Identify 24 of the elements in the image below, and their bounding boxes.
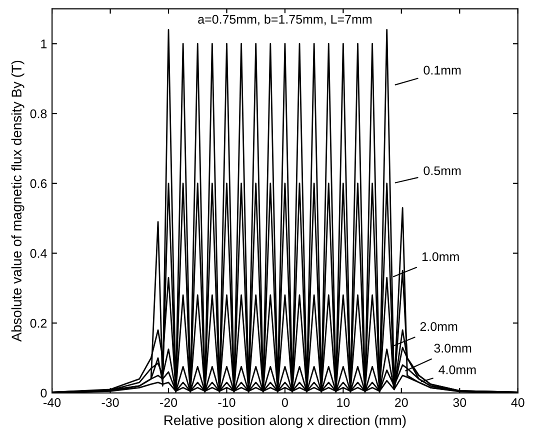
y-tick-label: 0.4 — [30, 249, 47, 258]
annotation: 0.1mm — [424, 66, 461, 75]
annotation: 1.0mm — [422, 252, 459, 262]
x-axis-title: Relative position along x direction (mm) — [164, 414, 406, 428]
annotation: 3.0mm — [434, 344, 472, 353]
x-tick-label: 20 — [395, 398, 408, 407]
y-tick-label: 0 — [40, 388, 47, 398]
x-tick-label: -10 — [218, 398, 236, 407]
annotation: 2.0mm — [420, 322, 458, 331]
x-tick-label: -40 — [44, 398, 61, 407]
x-tick-label: 30 — [453, 398, 466, 407]
y-tick-label: 0.2 — [30, 318, 47, 328]
y-tick-label: 1 — [41, 40, 47, 48]
y-tick-label: 0.8 — [30, 109, 47, 118]
y-tick-label: 0.6 — [30, 179, 47, 188]
annotation: 4.0mm — [438, 365, 476, 374]
x-tick-label: 10 — [337, 398, 350, 407]
x-tick-label: -20 — [160, 398, 178, 407]
x-tick-label: 40 — [511, 398, 524, 407]
annotation: 0.5mm — [424, 166, 461, 176]
y-axis-title: Absolute value of magnetic flux density By (T) — [11, 60, 24, 342]
chart-title: a=0.75mm, b=1.75mm, L=7mm — [198, 14, 372, 26]
x-tick-label: 0 — [282, 398, 288, 407]
x-tick-label: -30 — [102, 398, 119, 407]
